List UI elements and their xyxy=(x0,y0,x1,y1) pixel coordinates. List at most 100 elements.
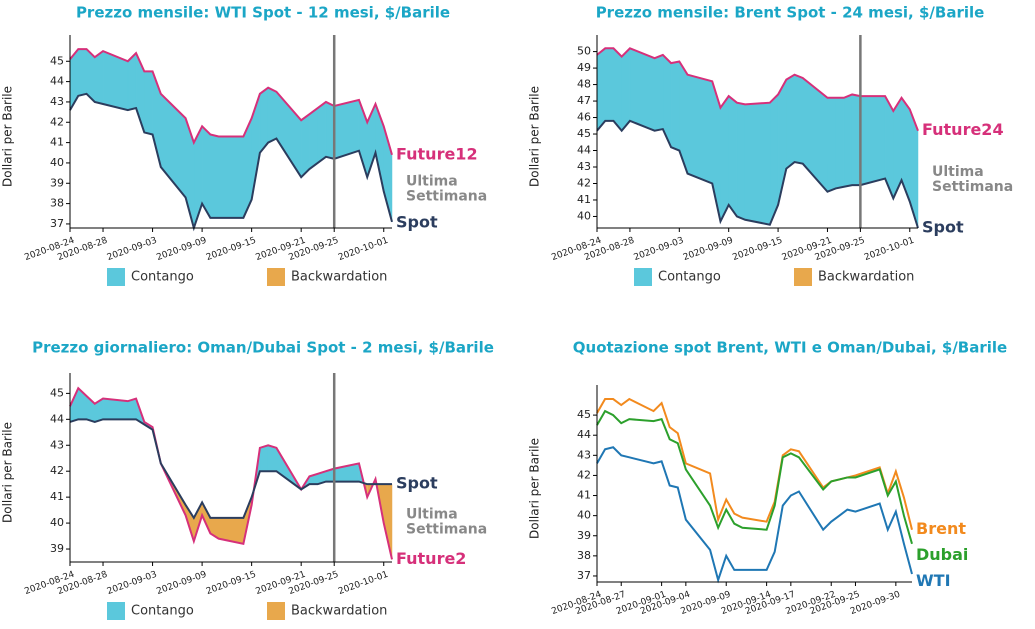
annotation: Ultima xyxy=(932,164,984,180)
spread-fill xyxy=(259,444,269,472)
x-tick-label: 2020-10-01 xyxy=(337,570,390,597)
legend-label: Backwardation xyxy=(818,270,914,285)
y-tick-label: 49 xyxy=(577,61,591,74)
spread-fill xyxy=(251,93,261,200)
spread-fill xyxy=(736,102,746,221)
y-tick-label: 40 xyxy=(50,156,64,169)
legend-swatch xyxy=(634,268,652,286)
legend-swatch xyxy=(267,268,285,286)
x-tick-label: 2020-09-09 xyxy=(155,236,208,263)
y-tick-label: 41 xyxy=(577,489,591,502)
spread-fill xyxy=(333,99,360,160)
series-end-label: Spot xyxy=(396,474,438,493)
chart-title: Prezzo giornaliero: Oman/Dubai Spot - 2 … xyxy=(32,339,494,357)
spread-fill xyxy=(210,134,219,219)
spread-fill xyxy=(720,95,729,222)
y-tick-label: 48 xyxy=(577,78,591,91)
chart-title: Prezzo mensile: Brent Spot - 24 mesi, $/… xyxy=(596,4,985,22)
chart-title: Quotazione spot Brent, WTI e Oman/Dubai,… xyxy=(573,339,1007,357)
spread-fill xyxy=(629,47,655,132)
spread-fill xyxy=(218,136,244,219)
x-tick-label: 2020-09-15 xyxy=(205,236,258,263)
y-tick-label: 40 xyxy=(577,509,591,522)
y-tick-label: 47 xyxy=(577,94,591,107)
legend-swatch xyxy=(794,268,812,286)
y-tick-label: 42 xyxy=(577,468,591,481)
legend-swatch xyxy=(267,602,285,620)
spread-fill xyxy=(835,97,845,189)
y-tick-label: 40 xyxy=(577,209,591,222)
x-tick-label: 2020-09-03 xyxy=(106,236,159,263)
y-tick-label: 42 xyxy=(50,115,64,128)
y-tick-label: 38 xyxy=(577,549,591,562)
spread-fill xyxy=(613,47,622,132)
spread-fill xyxy=(300,113,310,178)
y-tick-label: 45 xyxy=(577,127,591,140)
y-tick-label: 37 xyxy=(50,217,64,230)
spread-fill xyxy=(794,74,804,165)
series-end-label: Spot xyxy=(396,212,438,231)
y-tick-label: 43 xyxy=(50,438,64,451)
x-tick-label: 2020-10-01 xyxy=(863,236,916,263)
series-line xyxy=(69,92,393,232)
y-axis-label: Dollari per Barile xyxy=(1,86,15,187)
x-tick-label: 2020-09-03 xyxy=(106,570,159,597)
series-end-label: Brent xyxy=(916,519,966,538)
y-tick-label: 45 xyxy=(50,54,64,67)
x-tick-label: 2020-10-01 xyxy=(337,236,390,263)
spread-fill xyxy=(604,48,614,122)
y-tick-label: 44 xyxy=(577,144,591,157)
y-tick-label: 44 xyxy=(50,75,64,88)
series-end-label: Future24 xyxy=(922,120,1004,139)
annotation: Settimana xyxy=(932,179,1013,195)
legend-label: Contango xyxy=(658,270,721,285)
annotation: Settimana xyxy=(406,188,487,204)
spread-fill xyxy=(94,50,104,105)
spread-fill xyxy=(267,87,277,144)
y-tick-label: 41 xyxy=(50,490,64,503)
series-line xyxy=(596,47,919,132)
spread-fill xyxy=(728,95,738,218)
series-line xyxy=(69,386,393,560)
annotation: Ultima xyxy=(406,173,458,189)
annotation: Ultima xyxy=(406,506,458,522)
series-end-label: Future12 xyxy=(396,144,478,163)
annotation: Settimana xyxy=(406,521,487,537)
y-tick-label: 50 xyxy=(577,45,591,58)
y-axis-label: Dollari per Barile xyxy=(1,422,15,523)
y-axis-label: Dollari per Barile xyxy=(528,438,542,539)
spread-fill xyxy=(786,74,795,170)
y-tick-label: 40 xyxy=(50,516,64,529)
y-tick-label: 42 xyxy=(50,464,64,477)
x-tick-label: 2020-09-09 xyxy=(682,236,735,263)
series-line xyxy=(69,48,393,156)
spread-fill xyxy=(769,93,779,225)
x-tick-label: 2020-09-15 xyxy=(731,236,784,263)
spread-fill xyxy=(267,444,277,472)
spread-fill xyxy=(843,94,853,188)
chart-title: Prezzo mensile: WTI Spot - 12 mesi, $/Ba… xyxy=(76,4,450,22)
spread-fill xyxy=(317,101,327,164)
y-tick-label: 39 xyxy=(50,176,64,189)
series-end-label: Dubai xyxy=(916,545,968,564)
legend-swatch xyxy=(107,268,125,286)
y-tick-label: 38 xyxy=(50,197,64,210)
y-tick-label: 37 xyxy=(577,569,591,582)
series-line xyxy=(69,418,392,520)
spread-fill xyxy=(596,47,606,132)
series-end-label: Spot xyxy=(922,218,964,237)
y-tick-label: 44 xyxy=(50,412,64,425)
spread-fill xyxy=(654,54,664,132)
y-tick-label: 43 xyxy=(577,448,591,461)
y-tick-label: 42 xyxy=(577,176,591,189)
y-tick-label: 41 xyxy=(577,193,591,206)
y-tick-label: 41 xyxy=(50,136,64,149)
x-tick-label: 2020-09-03 xyxy=(633,236,686,263)
spread-fill xyxy=(127,52,137,111)
series-end-label: Future2 xyxy=(396,549,466,568)
spread-fill xyxy=(78,48,87,97)
series-line xyxy=(596,119,919,229)
spread-fill xyxy=(383,483,393,560)
spread-fill xyxy=(860,95,886,186)
